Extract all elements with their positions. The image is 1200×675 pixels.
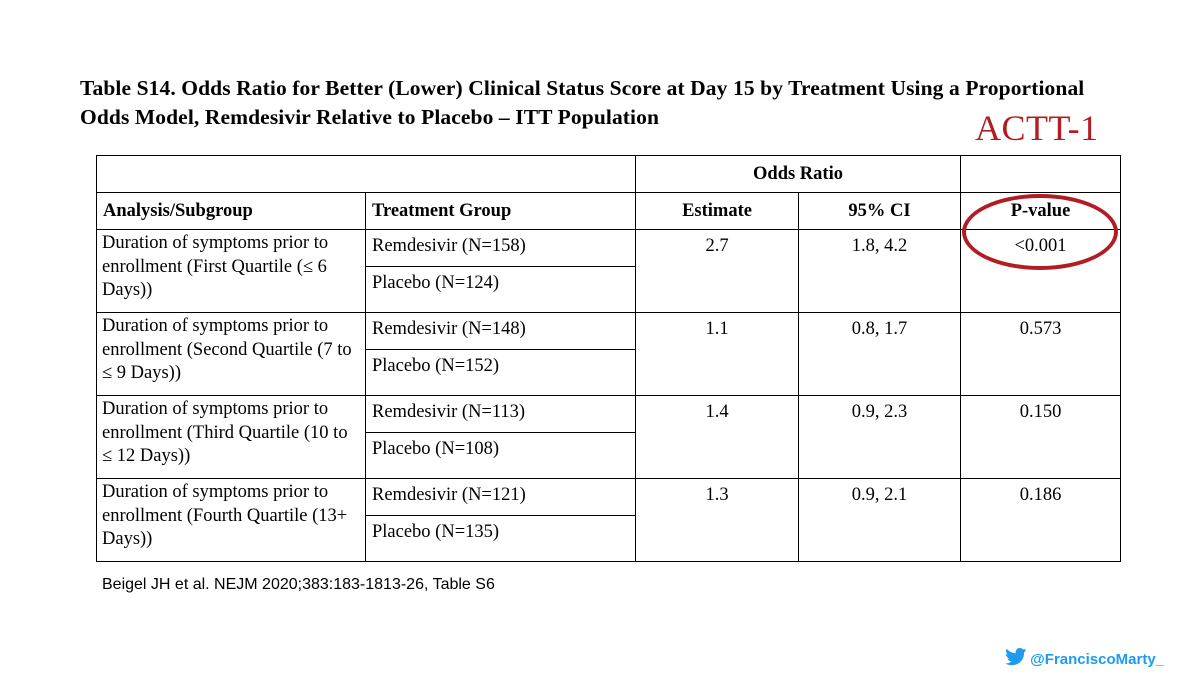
ci-cell: 0.9, 2.3 <box>798 395 961 479</box>
table-row: Duration of symptoms prior to enrollment… <box>96 229 1121 313</box>
citation: Beigel JH et al. NEJM 2020;383:183-1813-… <box>102 576 495 593</box>
pvalue-cell: 0.186 <box>960 478 1121 562</box>
table-row: Placebo (N=135) <box>97 515 1121 562</box>
ci-header: 95% CI <box>798 192 961 230</box>
subgroup-cell: Duration of symptoms prior to enrollment… <box>96 229 366 313</box>
pvalue-header: P-value <box>960 192 1121 230</box>
estimate-cell: 1.1 <box>635 312 799 396</box>
treatment-header: Treatment Group <box>365 192 636 230</box>
treatment-cell: Remdesivir (N=148) <box>365 312 636 350</box>
header-blank-pvalue <box>960 155 1121 193</box>
treatment-cell: Placebo (N=135) <box>365 515 636 562</box>
treatment-cell: Remdesivir (N=113) <box>365 395 636 433</box>
subgroup-header: Analysis/Subgroup <box>96 192 366 230</box>
twitter-handle-text: @FranciscoMarty_ <box>1030 650 1164 668</box>
subgroup-cell: Duration of symptoms prior to enrollment… <box>96 395 366 479</box>
odds-ratio-table: Odds Ratio Analysis/Subgroup Treatment G… <box>96 155 1121 562</box>
estimate-cell: 1.4 <box>635 395 799 479</box>
treatment-cell: Placebo (N=108) <box>365 432 636 479</box>
estimate-header: Estimate <box>635 192 799 230</box>
subgroup-cell: Duration of symptoms prior to enrollment… <box>96 312 366 396</box>
estimate-cell: 2.7 <box>635 229 799 313</box>
treatment-cell: Placebo (N=152) <box>365 349 636 396</box>
table-row: Duration of symptoms prior to enrollment… <box>96 312 1121 396</box>
twitter-bird-icon <box>1005 648 1027 670</box>
ci-cell: 1.8, 4.2 <box>798 229 961 313</box>
pvalue-cell: 0.573 <box>960 312 1121 396</box>
table-row: Duration of symptoms prior to enrollment… <box>96 478 1121 562</box>
ci-cell: 0.9, 2.1 <box>798 478 961 562</box>
table-row: Placebo (N=152) <box>97 349 1121 396</box>
table-row: Duration of symptoms prior to enrollment… <box>96 395 1121 479</box>
table-column-header-row: Analysis/Subgroup Treatment Group Estima… <box>96 192 1121 230</box>
treatment-cell: Placebo (N=124) <box>365 266 636 313</box>
twitter-handle-link[interactable]: @FranciscoMarty_ <box>1005 648 1164 670</box>
pvalue-cell: <0.001 <box>960 229 1121 313</box>
odds-ratio-group-header: Odds Ratio <box>635 155 961 193</box>
header-blank <box>96 155 636 193</box>
treatment-cell: Remdesivir (N=121) <box>365 478 636 516</box>
table-row: Placebo (N=124) <box>97 266 1121 313</box>
subgroup-cell: Duration of symptoms prior to enrollment… <box>96 478 366 562</box>
ci-cell: 0.8, 1.7 <box>798 312 961 396</box>
estimate-cell: 1.3 <box>635 478 799 562</box>
pvalue-cell: 0.150 <box>960 395 1121 479</box>
study-tag: ACTT-1 <box>975 108 1099 148</box>
table-title: Table S14. Odds Ratio for Better (Lower)… <box>80 76 1085 129</box>
treatment-cell: Remdesivir (N=158) <box>365 229 636 267</box>
table-group-header-row: Odds Ratio <box>96 155 1121 193</box>
